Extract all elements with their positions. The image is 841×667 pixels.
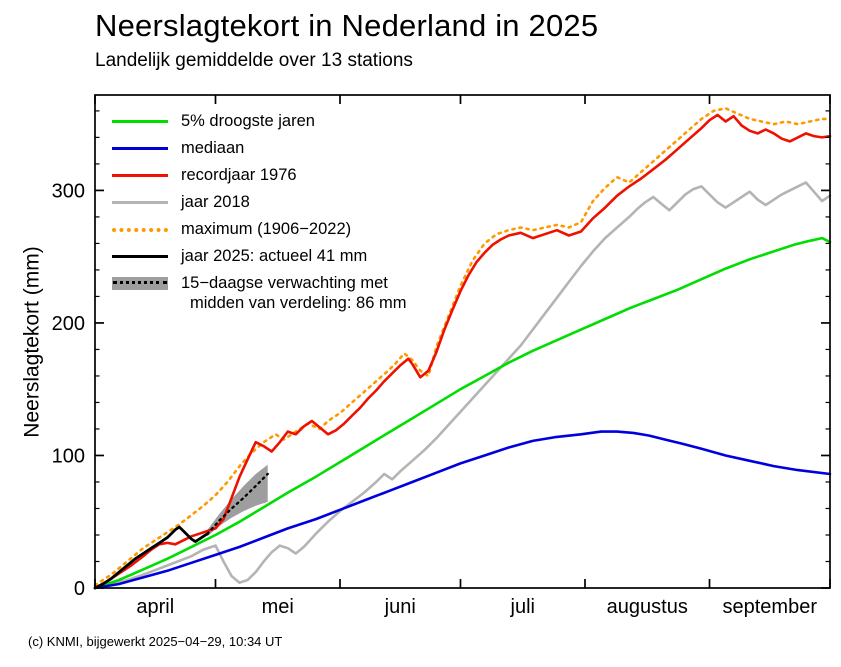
y-tick-label: 0 (74, 578, 85, 600)
y-tick-label: 300 (52, 180, 85, 202)
forecast-median-line (206, 472, 269, 535)
legend-line-sample-green (112, 120, 168, 123)
legend-label-jaar-2018: jaar 2018 (181, 193, 250, 212)
legend-line-sample-gray (112, 201, 168, 204)
legend-item-recordjaar: recordjaar 1976 (112, 162, 406, 189)
legend-label-verwachting-line1: 15−daagse verwachting met (181, 274, 388, 292)
y-tick-label: 100 (52, 445, 85, 467)
page-title: Neerslagtekort in Nederland in 2025 (95, 8, 599, 43)
y-tick-label: 200 (52, 313, 85, 335)
chart-legend: 5% droogste jaren mediaan recordjaar 197… (112, 108, 406, 313)
series-jaar-2025 (93, 525, 209, 590)
legend-label-jaar-2025: jaar 2025: actueel 41 mm (181, 247, 368, 266)
legend-label-recordjaar: recordjaar 1976 (181, 166, 297, 185)
legend-line-sample-black (112, 255, 168, 258)
series-jaar-2018 (93, 181, 832, 590)
page-subtitle: Landelijk gemiddelde over 13 stations (95, 50, 413, 71)
series-maximum-1906-2022 (93, 107, 832, 587)
legend-item-droogste-jaren: 5% droogste jaren (112, 108, 406, 135)
legend-line-sample-blue (112, 147, 168, 150)
series-mediaan (93, 430, 832, 590)
legend-item-mediaan: mediaan (112, 135, 406, 162)
legend-label-maximum: maximum (1906−2022) (181, 220, 352, 239)
x-month-label: mei (262, 596, 294, 618)
x-month-label: juni (384, 596, 416, 618)
legend-line-sample-orange-dotted (112, 227, 168, 232)
legend-band-sample (112, 277, 168, 290)
x-month-label: juli (510, 596, 535, 618)
legend-item-jaar-2018: jaar 2018 (112, 189, 406, 216)
legend-item-maximum: maximum (1906−2022) (112, 216, 406, 243)
x-month-label: september (723, 596, 818, 618)
plot-frame (94, 94, 831, 589)
series-droogste-5pct (93, 236, 832, 590)
legend-label-mediaan: mediaan (181, 139, 245, 158)
legend-line-sample-red (112, 174, 168, 177)
series-recordjaar-1976 (93, 113, 832, 590)
copyright-footer: (c) KNMI, bijgewerkt 2025−04−29, 10:34 U… (28, 634, 283, 649)
legend-item-verwachting: 15−daagse verwachting met midden van ver… (112, 273, 406, 313)
legend-label-verwachting: 15−daagse verwachting met midden van ver… (181, 273, 406, 313)
legend-label-droogste-jaren: 5% droogste jaren (181, 112, 315, 131)
x-month-label: april (136, 596, 174, 618)
x-month-label: augustus (607, 596, 688, 618)
legend-item-jaar-2025: jaar 2025: actueel 41 mm (112, 243, 406, 270)
legend-label-verwachting-line2: midden van verdeling: 86 mm (190, 294, 407, 313)
